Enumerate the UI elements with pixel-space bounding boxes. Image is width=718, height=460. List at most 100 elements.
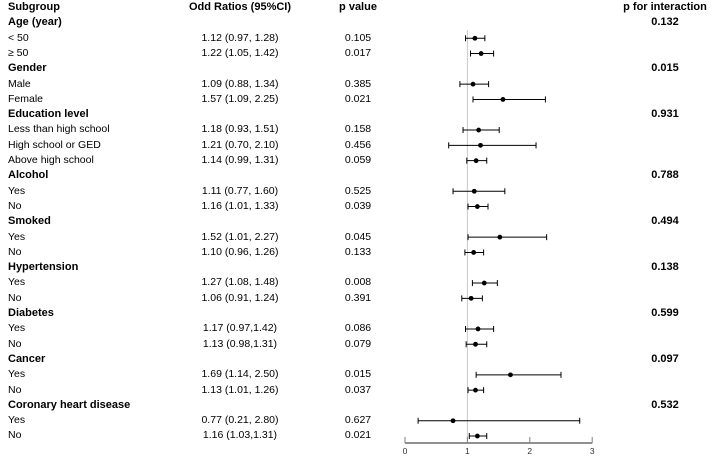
section-row: Diabetes 0.599 bbox=[0, 306, 718, 321]
p-value: 0.017 bbox=[344, 46, 372, 59]
subgroup-label: Age (year) bbox=[8, 16, 62, 29]
section-row: Alcohol 0.788 bbox=[0, 168, 718, 183]
p-interaction-value: 0.138 bbox=[651, 261, 679, 274]
table-row: No 1.13 (1.01, 1.26) 0.037 bbox=[0, 383, 718, 398]
table-row: Yes 1.17 (0.97,1.42) 0.086 bbox=[0, 321, 718, 336]
p-interaction-value: 0.015 bbox=[651, 62, 679, 75]
table-row: Female 1.57 (1.09, 2.25) 0.021 bbox=[0, 92, 718, 107]
section-row: Education level 0.931 bbox=[0, 107, 718, 122]
subgroup-label: ≥ 50 bbox=[8, 46, 29, 59]
or-value: 1.57 (1.09, 2.25) bbox=[201, 92, 279, 105]
table-row: Yes 1.27 (1.08, 1.48) 0.008 bbox=[0, 275, 718, 290]
or-value: 1.13 (1.01, 1.26) bbox=[201, 383, 279, 396]
axis-tick-label: 1 bbox=[465, 446, 470, 456]
table-row: Yes 1.69 (1.14, 2.50) 0.015 bbox=[0, 367, 718, 382]
p-value: 0.391 bbox=[344, 291, 372, 304]
header-p-value: p value bbox=[339, 1, 377, 13]
p-interaction-value: 0.532 bbox=[651, 398, 679, 411]
subgroup-label: Less than high school bbox=[8, 123, 110, 136]
or-value: 1.18 (0.93, 1.51) bbox=[201, 123, 279, 136]
p-interaction-value: 0.132 bbox=[651, 16, 679, 29]
section-row: Cancer 0.097 bbox=[0, 352, 718, 367]
subgroup-label: High school or GED bbox=[8, 138, 101, 151]
subgroup-label: Above high school bbox=[8, 154, 94, 166]
or-value: 1.16 (1.01, 1.33) bbox=[201, 199, 279, 212]
p-interaction-value: 0.931 bbox=[651, 108, 679, 121]
subgroup-label: Alcohol bbox=[8, 169, 49, 182]
axis-tick-label: 0 bbox=[403, 446, 408, 456]
table-row: Yes 1.11 (0.77, 1.60) 0.525 bbox=[0, 184, 718, 199]
subgroup-label: No bbox=[8, 429, 22, 442]
table-row: Less than high school 1.18 (0.93, 1.51) 0.… bbox=[0, 122, 718, 137]
table-row: < 50 1.12 (0.97, 1.28) 0.105 bbox=[0, 31, 718, 46]
p-value: 0.086 bbox=[344, 322, 372, 335]
section-row: Smoked 0.494 bbox=[0, 214, 718, 229]
section-row: Coronary heart disease 0.532 bbox=[0, 398, 718, 413]
subgroup-label: No bbox=[8, 337, 22, 350]
subgroup-label: Yes bbox=[8, 322, 26, 335]
p-interaction-value: 0.599 bbox=[651, 307, 679, 319]
subgroup-label: Cancer bbox=[8, 352, 46, 365]
p-value: 0.133 bbox=[344, 245, 372, 258]
axis-tick-label: 2 bbox=[527, 446, 532, 456]
p-value: 0.105 bbox=[344, 31, 372, 44]
p-interaction-value: 0.494 bbox=[651, 215, 679, 228]
header-p-interaction: p for interaction bbox=[623, 1, 707, 13]
subgroup-label: Hypertension bbox=[8, 261, 79, 274]
subgroup-label: Gender bbox=[8, 62, 47, 75]
table-row: Male 1.09 (0.88, 1.34) 0.385 bbox=[0, 77, 718, 92]
subgroup-label: Education level bbox=[8, 108, 89, 121]
table-row: No 1.16 (1.03,1.31) 0.021 bbox=[0, 428, 718, 443]
or-value: 1.13 (0.98,1.31) bbox=[202, 337, 278, 350]
subgroup-label: Yes bbox=[8, 414, 26, 427]
p-value: 0.021 bbox=[344, 429, 372, 442]
or-value: 1.52 (1.01, 2.27) bbox=[201, 230, 279, 243]
p-value: 0.525 bbox=[344, 184, 372, 197]
subgroup-label: Yes bbox=[8, 230, 26, 243]
or-value: 0.77 (0.21, 2.80) bbox=[201, 414, 279, 427]
subgroup-label: Yes bbox=[8, 368, 26, 381]
or-value: 1.69 (1.14, 2.50) bbox=[201, 368, 279, 381]
subgroup-label: No bbox=[8, 291, 22, 304]
table-row: Yes 1.52 (1.01, 2.27) 0.045 bbox=[0, 230, 718, 245]
p-value: 0.627 bbox=[344, 414, 372, 427]
p-value: 0.039 bbox=[344, 199, 372, 212]
or-value: 1.14 (0.99, 1.31) bbox=[201, 154, 279, 166]
table-row: Above high school 1.14 (0.99, 1.31) 0.059 bbox=[0, 153, 718, 168]
subgroup-label: No bbox=[8, 199, 22, 212]
or-value: 1.10 (0.96, 1.26) bbox=[201, 245, 279, 258]
or-value: 1.16 (1.03,1.31) bbox=[202, 429, 278, 442]
subgroup-label: Diabetes bbox=[8, 307, 54, 319]
or-value: 1.06 (0.91, 1.24) bbox=[201, 291, 279, 304]
table-row: High school or GED 1.21 (0.70, 2.10) 0.456 bbox=[0, 138, 718, 153]
p-value: 0.059 bbox=[344, 154, 372, 166]
subgroup-label: No bbox=[8, 245, 22, 258]
subgroup-label: < 50 bbox=[8, 31, 29, 44]
subgroup-label: Coronary heart disease bbox=[8, 398, 131, 411]
subgroup-label: Smoked bbox=[8, 215, 51, 228]
table-row: No 1.16 (1.01, 1.33) 0.039 bbox=[0, 199, 718, 214]
p-value: 0.385 bbox=[344, 77, 372, 90]
p-interaction-value: 0.788 bbox=[651, 169, 679, 182]
table-row: No 1.10 (0.96, 1.26) 0.133 bbox=[0, 245, 718, 260]
p-value: 0.021 bbox=[344, 92, 372, 105]
or-value: 1.11 (0.77, 1.60) bbox=[201, 184, 279, 197]
axis-tick-label: 3 bbox=[590, 446, 595, 456]
p-value: 0.015 bbox=[344, 368, 372, 381]
p-value: 0.158 bbox=[344, 123, 372, 136]
table-header-row: Subgroup Odd Ratios (95%CI) p value p fo… bbox=[0, 0, 718, 15]
table-row: No 1.13 (0.98,1.31) 0.079 bbox=[0, 337, 718, 352]
subgroup-label: Yes bbox=[8, 184, 26, 197]
subgroup-label: Female bbox=[8, 92, 44, 105]
or-value: 1.17 (0.97,1.42) bbox=[202, 322, 278, 335]
table-row: No 1.06 (0.91, 1.24) 0.391 bbox=[0, 291, 718, 306]
header-odd-ratios: Odd Ratios (95%CI) bbox=[188, 1, 292, 13]
p-value: 0.008 bbox=[344, 276, 372, 289]
table-row: Yes 0.77 (0.21, 2.80) 0.627 bbox=[0, 413, 718, 428]
or-value: 1.09 (0.88, 1.34) bbox=[201, 77, 279, 90]
or-value: 1.22 (1.05, 1.42) bbox=[201, 46, 279, 59]
p-value: 0.456 bbox=[344, 138, 372, 151]
or-value: 1.21 (0.70, 2.10) bbox=[201, 138, 279, 151]
p-value: 0.045 bbox=[344, 230, 372, 243]
